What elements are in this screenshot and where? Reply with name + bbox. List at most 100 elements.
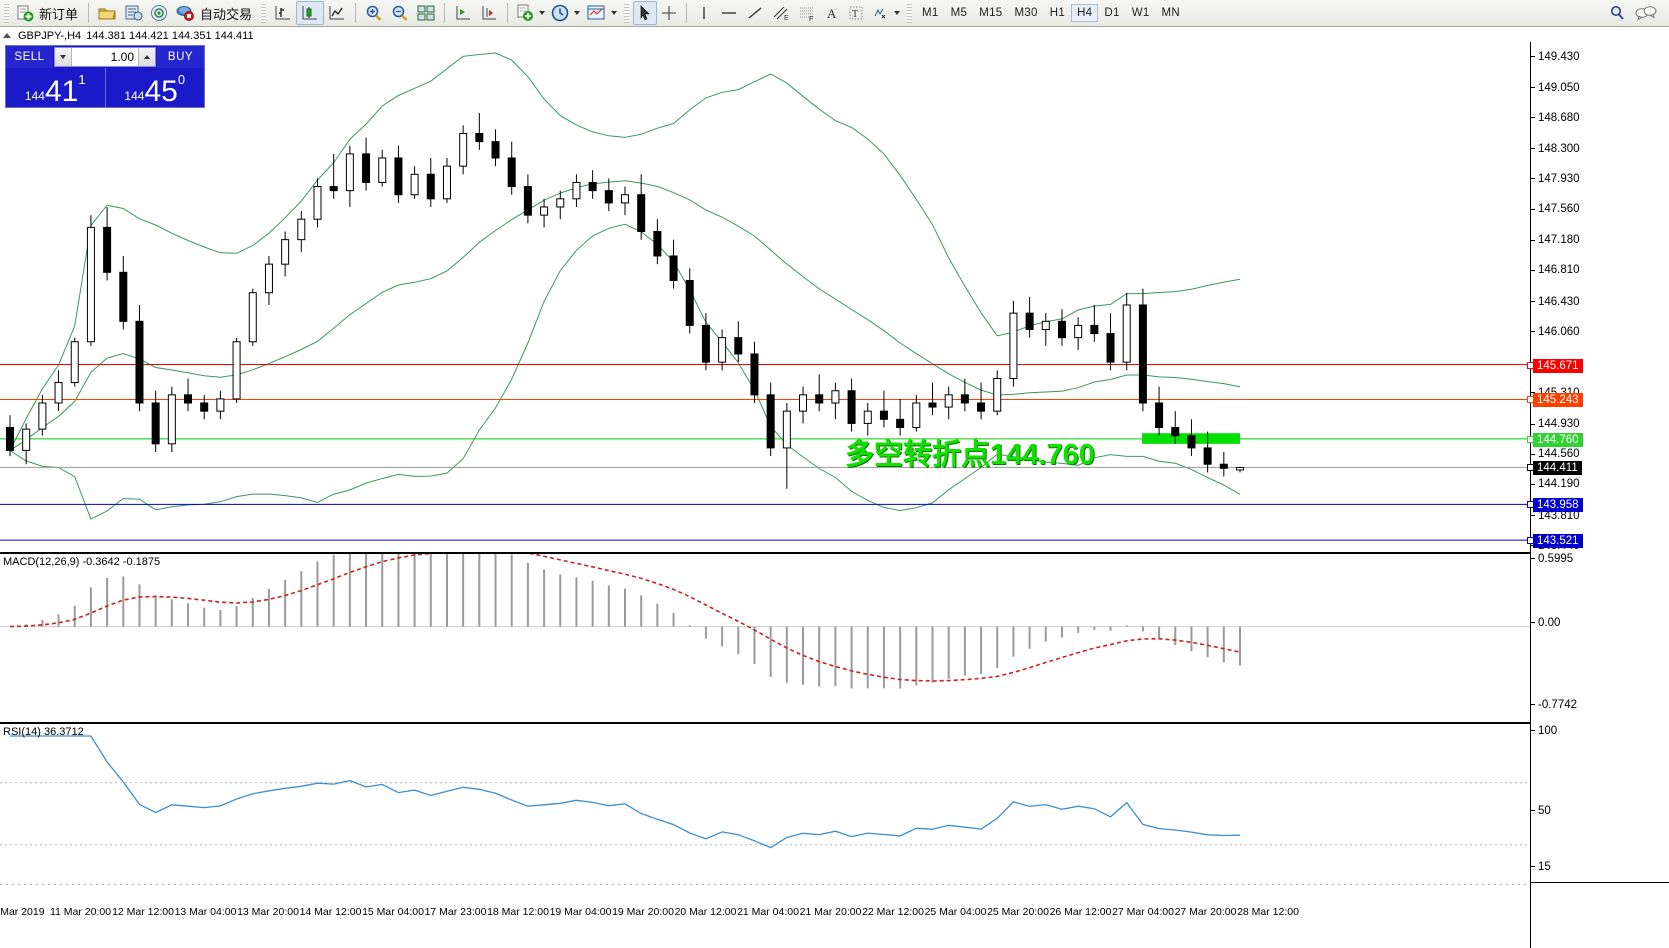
price-axis[interactable]: 149.430 149.050 148.680 148.300 147.930 147.5…: [1527, 42, 1669, 882]
candle-body[interactable]: [1219, 463, 1228, 469]
price-chart-canvas[interactable]: [0, 42, 1530, 550]
candle-body[interactable]: [944, 394, 953, 408]
timeframe-bar[interactable]: M1 M5 M15 M30 H1 H4 D1 W1 MN: [916, 4, 1186, 22]
candlestick-chart-icon[interactable]: [296, 1, 325, 25]
toolbar-grip-3[interactable]: [624, 3, 630, 23]
candle-body[interactable]: [1009, 312, 1018, 379]
cursor-icon[interactable]: [633, 1, 658, 25]
candle-body[interactable]: [1171, 426, 1180, 437]
chevron-down-icon[interactable]: [539, 11, 546, 15]
crosshair-icon[interactable]: [657, 1, 681, 25]
toolbar-grip-2[interactable]: [261, 3, 267, 23]
candle-body[interactable]: [459, 132, 468, 167]
candle-body[interactable]: [1106, 333, 1115, 363]
candle-body[interactable]: [410, 173, 419, 196]
price-level-label[interactable]: 144.760: [1533, 432, 1583, 447]
price-level-label[interactable]: 145.243: [1533, 393, 1583, 408]
candle-body[interactable]: [1122, 304, 1131, 363]
candle-body[interactable]: [928, 402, 937, 408]
candle-body[interactable]: [6, 426, 14, 451]
candle-body[interactable]: [637, 194, 646, 232]
candle-body[interactable]: [1187, 435, 1196, 449]
price-level-label[interactable]: 145.671: [1533, 358, 1583, 373]
navigator-icon[interactable]: [146, 1, 172, 25]
zoom-out-icon[interactable]: [387, 1, 413, 25]
candle-body[interactable]: [103, 226, 112, 273]
main-toolbar[interactable]: 新订单 自动交易: [0, 0, 1669, 27]
candle-body[interactable]: [669, 255, 678, 281]
vertical-line-icon[interactable]: [692, 1, 716, 25]
new-order-button[interactable]: 新订单: [13, 1, 83, 25]
rsi-pane[interactable]: RSI(14) 36.3712: [0, 722, 1530, 882]
candle-body[interactable]: [1074, 324, 1083, 339]
candle-body[interactable]: [782, 410, 791, 449]
candle-body[interactable]: [993, 377, 1002, 412]
candle-body[interactable]: [879, 410, 888, 420]
volume-input[interactable]: 1.00: [110, 50, 134, 64]
text-icon[interactable]: A: [820, 1, 844, 25]
rsi-canvas[interactable]: [0, 724, 1530, 882]
candle-body[interactable]: [1041, 320, 1050, 330]
sell-price[interactable]: 144 41 1: [6, 68, 105, 108]
candle-body[interactable]: [896, 418, 905, 428]
horizontal-line-icon[interactable]: [716, 1, 742, 25]
timeframe-button-h1[interactable]: H1: [1049, 7, 1066, 19]
timeframe-button-m15[interactable]: M15: [979, 7, 1003, 19]
candle-body[interactable]: [232, 341, 241, 400]
text-label-icon[interactable]: T: [844, 1, 868, 25]
candle-body[interactable]: [313, 186, 322, 220]
candle-body[interactable]: [329, 186, 338, 192]
shift-end-icon[interactable]: [450, 1, 476, 25]
price-level-handle[interactable]: [1527, 537, 1534, 545]
candle-body[interactable]: [960, 394, 969, 404]
candle-body[interactable]: [588, 181, 597, 192]
candle-body[interactable]: [151, 402, 160, 445]
bar-chart-icon[interactable]: [270, 1, 296, 25]
candle-body[interactable]: [135, 320, 144, 404]
folder-icon[interactable]: [94, 1, 120, 25]
timeframe-button-mn[interactable]: MN: [1161, 7, 1181, 19]
macd-pane[interactable]: MACD(12,26,9) -0.3642 -0.1875: [0, 552, 1530, 718]
price-level-handle[interactable]: [1527, 396, 1534, 404]
candle-body[interactable]: [572, 181, 581, 200]
candle-body[interactable]: [345, 153, 354, 192]
toolbar-grip[interactable]: [4, 3, 9, 23]
autotrade-button[interactable]: 自动交易: [172, 1, 257, 25]
buy-button[interactable]: BUY: [157, 46, 204, 68]
price-level-handle[interactable]: [1527, 361, 1534, 369]
volume-decrease-button[interactable]: [55, 48, 72, 66]
candle-body[interactable]: [184, 394, 193, 404]
candle-body[interactable]: [685, 279, 694, 326]
candle-body[interactable]: [701, 324, 710, 363]
candle-body[interactable]: [119, 271, 128, 322]
equidistant-channel-icon[interactable]: E: [768, 1, 794, 25]
candle-body[interactable]: [394, 157, 403, 196]
candle-body[interactable]: [200, 402, 209, 412]
candle-body[interactable]: [766, 394, 775, 449]
trendline-icon[interactable]: [742, 1, 768, 25]
candle-body[interactable]: [523, 186, 532, 216]
candle-body[interactable]: [1236, 467, 1244, 471]
candle-body[interactable]: [1155, 402, 1164, 428]
arrows-icon[interactable]: [868, 1, 903, 25]
candle-body[interactable]: [507, 157, 516, 188]
candle-body[interactable]: [475, 132, 484, 143]
timeframe-clock-icon[interactable]: [548, 1, 583, 25]
candle-body[interactable]: [540, 206, 549, 216]
timeframe-button-m1[interactable]: M1: [922, 7, 939, 19]
tile-windows-icon[interactable]: [413, 1, 439, 25]
candle-body[interactable]: [491, 141, 500, 159]
candle-body[interactable]: [1138, 304, 1147, 404]
price-chart-pane[interactable]: [0, 42, 1530, 550]
candle-body[interactable]: [799, 394, 808, 412]
timeframe-button-w1[interactable]: W1: [1131, 7, 1150, 19]
chevron-down-icon-4[interactable]: [894, 11, 901, 15]
price-level-handle[interactable]: [1527, 435, 1534, 443]
one-click-trading-panel[interactable]: SELL 1.00 BUY 144 41 1 144 45 0: [5, 45, 205, 108]
candle-body[interactable]: [831, 390, 840, 404]
one-click-header[interactable]: SELL 1.00 BUY: [6, 46, 204, 68]
candle-body[interactable]: [167, 394, 176, 445]
candle-body[interactable]: [264, 263, 273, 294]
one-click-prices[interactable]: 144 41 1 144 45 0: [6, 68, 204, 108]
autoscroll-icon[interactable]: [476, 1, 502, 25]
